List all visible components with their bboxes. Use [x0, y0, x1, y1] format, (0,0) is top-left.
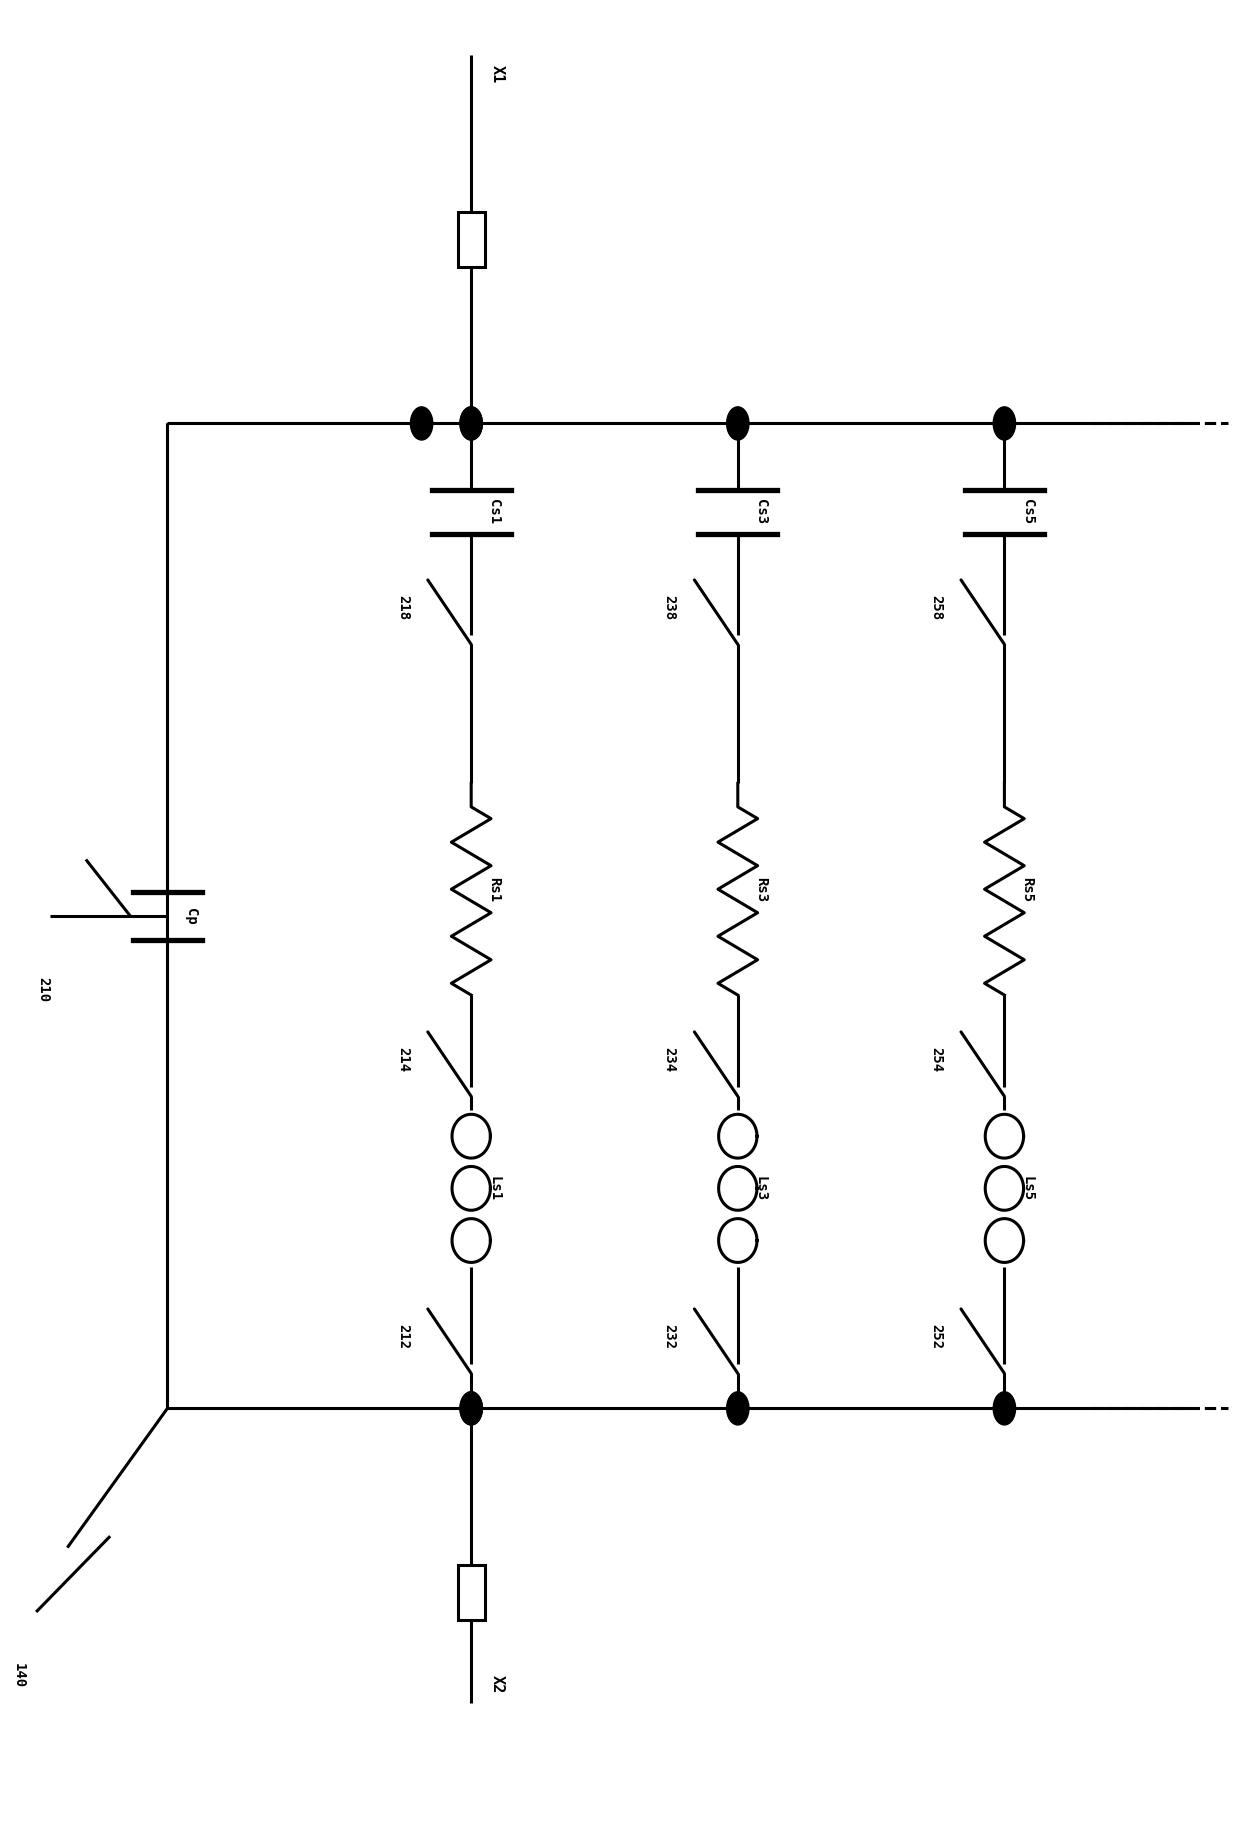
Text: Ls1: Ls1 — [487, 1176, 501, 1200]
Text: 210: 210 — [36, 978, 51, 1002]
Text: 252: 252 — [929, 1324, 944, 1349]
Text: Cs1: Cs1 — [487, 499, 501, 525]
Circle shape — [410, 407, 433, 440]
Text: 218: 218 — [396, 595, 410, 620]
Text: Rs3: Rs3 — [754, 876, 768, 902]
Circle shape — [727, 1392, 749, 1425]
Circle shape — [727, 407, 749, 440]
Circle shape — [460, 407, 482, 440]
Text: 258: 258 — [929, 595, 944, 620]
Circle shape — [460, 407, 482, 440]
Circle shape — [993, 407, 1016, 440]
FancyBboxPatch shape — [458, 212, 485, 267]
Text: 238: 238 — [662, 595, 677, 620]
Text: X2: X2 — [490, 1675, 505, 1694]
Text: Cp: Cp — [184, 908, 197, 924]
Text: Cs3: Cs3 — [754, 499, 768, 525]
Text: Ls5: Ls5 — [1021, 1176, 1034, 1200]
Circle shape — [460, 1392, 482, 1425]
Text: 254: 254 — [929, 1048, 944, 1071]
Text: 214: 214 — [396, 1048, 410, 1071]
Circle shape — [993, 1392, 1016, 1425]
Text: 212: 212 — [396, 1324, 410, 1349]
Text: 140: 140 — [11, 1662, 26, 1688]
Text: 234: 234 — [662, 1048, 677, 1071]
Text: X1: X1 — [490, 64, 505, 83]
Text: Ls3: Ls3 — [754, 1176, 768, 1200]
Text: Rs5: Rs5 — [1021, 876, 1034, 902]
Text: 232: 232 — [662, 1324, 677, 1349]
FancyBboxPatch shape — [458, 1565, 485, 1620]
Text: Cs5: Cs5 — [1021, 499, 1034, 525]
Circle shape — [460, 1392, 482, 1425]
Text: Rs1: Rs1 — [487, 876, 501, 902]
